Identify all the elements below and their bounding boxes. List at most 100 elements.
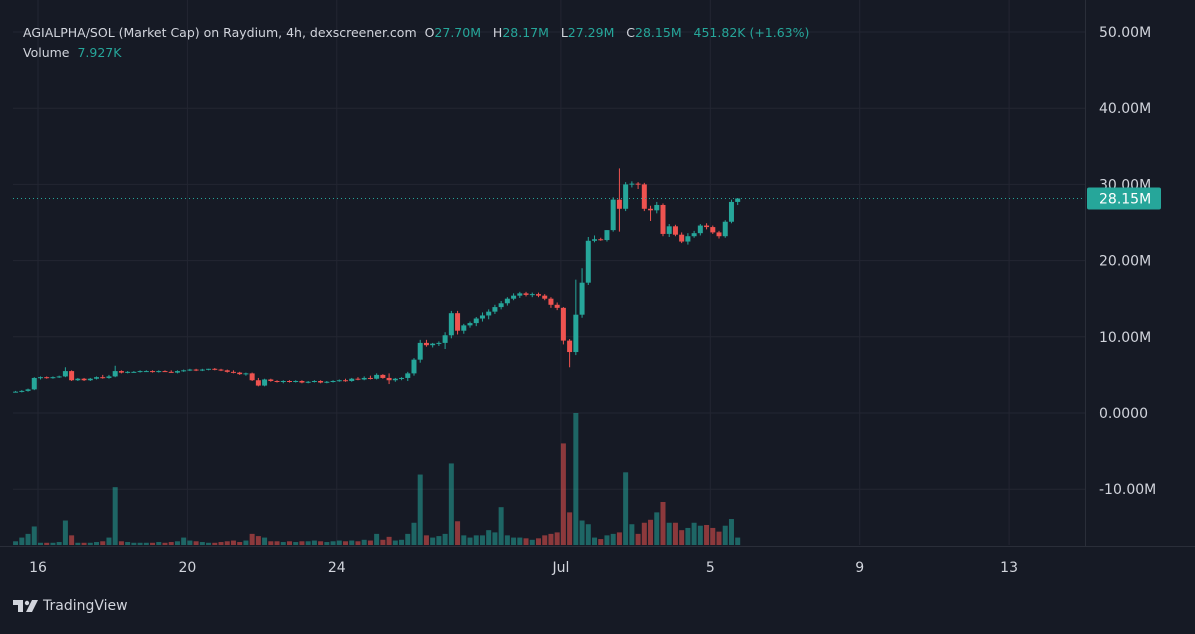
volume-bar xyxy=(691,522,697,545)
legend-open-value: 27.70M xyxy=(434,25,481,40)
volume-bar xyxy=(293,542,299,545)
volume-bar xyxy=(666,522,672,545)
volume-bar xyxy=(679,530,685,545)
volume-bar xyxy=(554,532,560,545)
volume-bar xyxy=(635,533,641,545)
candle-body xyxy=(37,377,43,379)
volume-bar xyxy=(118,541,124,545)
candle-body xyxy=(150,371,156,373)
candle-body xyxy=(598,239,604,241)
volume-bar xyxy=(106,537,112,545)
candle-body xyxy=(118,371,124,373)
volume-bar xyxy=(610,533,616,545)
candle-body xyxy=(44,377,50,379)
candle-body xyxy=(604,230,610,241)
time-axis[interactable]: 16 20 24 Jul 5 9 13 xyxy=(29,560,1018,576)
candle-body xyxy=(523,293,529,295)
candle-body xyxy=(672,226,678,235)
volume-bar xyxy=(199,542,205,545)
volume-bar xyxy=(455,521,461,545)
volume-bar xyxy=(355,541,361,545)
legend-close-value: 28.15M xyxy=(635,25,682,40)
candle-body xyxy=(579,282,585,315)
volume-bar xyxy=(218,542,224,545)
candle-body xyxy=(442,335,448,343)
volume-bar xyxy=(579,520,585,545)
volume-bar xyxy=(473,535,479,545)
candle-body xyxy=(529,294,535,296)
candle-body xyxy=(100,377,106,379)
tradingview-brand[interactable]: TradingView xyxy=(13,598,128,614)
candle-body xyxy=(585,240,591,283)
volume-bar xyxy=(417,474,423,545)
volume-bar xyxy=(685,527,691,545)
volume-bar xyxy=(94,542,100,545)
candle-body xyxy=(299,380,305,383)
candle-body xyxy=(131,371,137,373)
candle-body xyxy=(573,314,579,353)
candle-body xyxy=(660,204,666,234)
candle-body xyxy=(666,226,672,234)
legend-volume-value: 7.927K xyxy=(77,45,122,60)
volume-bar xyxy=(660,501,666,545)
volume-bar xyxy=(131,542,137,545)
volume-bar xyxy=(585,524,591,545)
volume-bar xyxy=(411,522,417,545)
volume-bar xyxy=(710,527,716,545)
candle-body xyxy=(380,374,386,378)
candle-body xyxy=(479,315,485,319)
volume-bar xyxy=(374,533,380,545)
candle-body xyxy=(535,294,541,296)
volume-bar xyxy=(112,487,118,545)
volume-bars xyxy=(13,413,741,545)
price-axis[interactable]: 50.00M40.00M30.00M20.00M10.00M0.0000-10.… xyxy=(1087,25,1161,498)
volume-bar xyxy=(224,541,230,545)
time-axis-label: 9 xyxy=(855,560,864,576)
legend-close-key: C xyxy=(626,25,636,40)
candle-body xyxy=(486,311,492,316)
volume-bar xyxy=(573,413,579,545)
chart-legend: AGIALPHA/SOL (Market Cap) on Raydium, 4h… xyxy=(23,23,809,63)
legend-open-key: O xyxy=(424,25,435,40)
volume-bar xyxy=(648,519,654,545)
volume-bar xyxy=(168,542,174,545)
volume-bar xyxy=(517,537,523,545)
volume-bar xyxy=(181,537,187,545)
volume-bar xyxy=(255,536,261,545)
volume-bar xyxy=(243,540,249,545)
volume-bar xyxy=(87,542,93,545)
time-axis-label: 16 xyxy=(29,560,47,576)
price-axis-label: 40.00M xyxy=(1099,101,1151,117)
volume-bar xyxy=(728,519,734,545)
candle-body xyxy=(691,233,697,237)
price-axis-label: 50.00M xyxy=(1099,25,1151,41)
candle-body xyxy=(56,376,62,378)
volume-bar xyxy=(249,533,255,545)
volume-bar xyxy=(81,542,87,545)
candle-body xyxy=(280,380,286,382)
candle-body xyxy=(455,313,461,331)
volume-bar xyxy=(305,541,311,545)
legend-ohlc-row: AGIALPHA/SOL (Market Cap) on Raydium, 4h… xyxy=(23,23,809,43)
candle-body xyxy=(87,378,93,381)
candle-body xyxy=(69,371,75,381)
volume-bar xyxy=(598,539,604,545)
candlesticks xyxy=(13,168,741,393)
legend-low-value: 27.29M xyxy=(567,25,615,40)
volume-bar xyxy=(62,520,68,545)
time-axis-label: Jul xyxy=(551,560,569,576)
volume-bar xyxy=(380,539,386,545)
volume-bar xyxy=(311,540,317,545)
volume-bar xyxy=(498,507,504,545)
candle-body xyxy=(492,307,498,312)
candle-body xyxy=(473,318,479,324)
volume-bar xyxy=(174,541,180,545)
candle-body xyxy=(392,378,398,381)
candle-body xyxy=(349,378,355,381)
volume-bar xyxy=(212,542,218,545)
candle-body xyxy=(641,184,647,209)
volume-bar xyxy=(100,541,106,545)
